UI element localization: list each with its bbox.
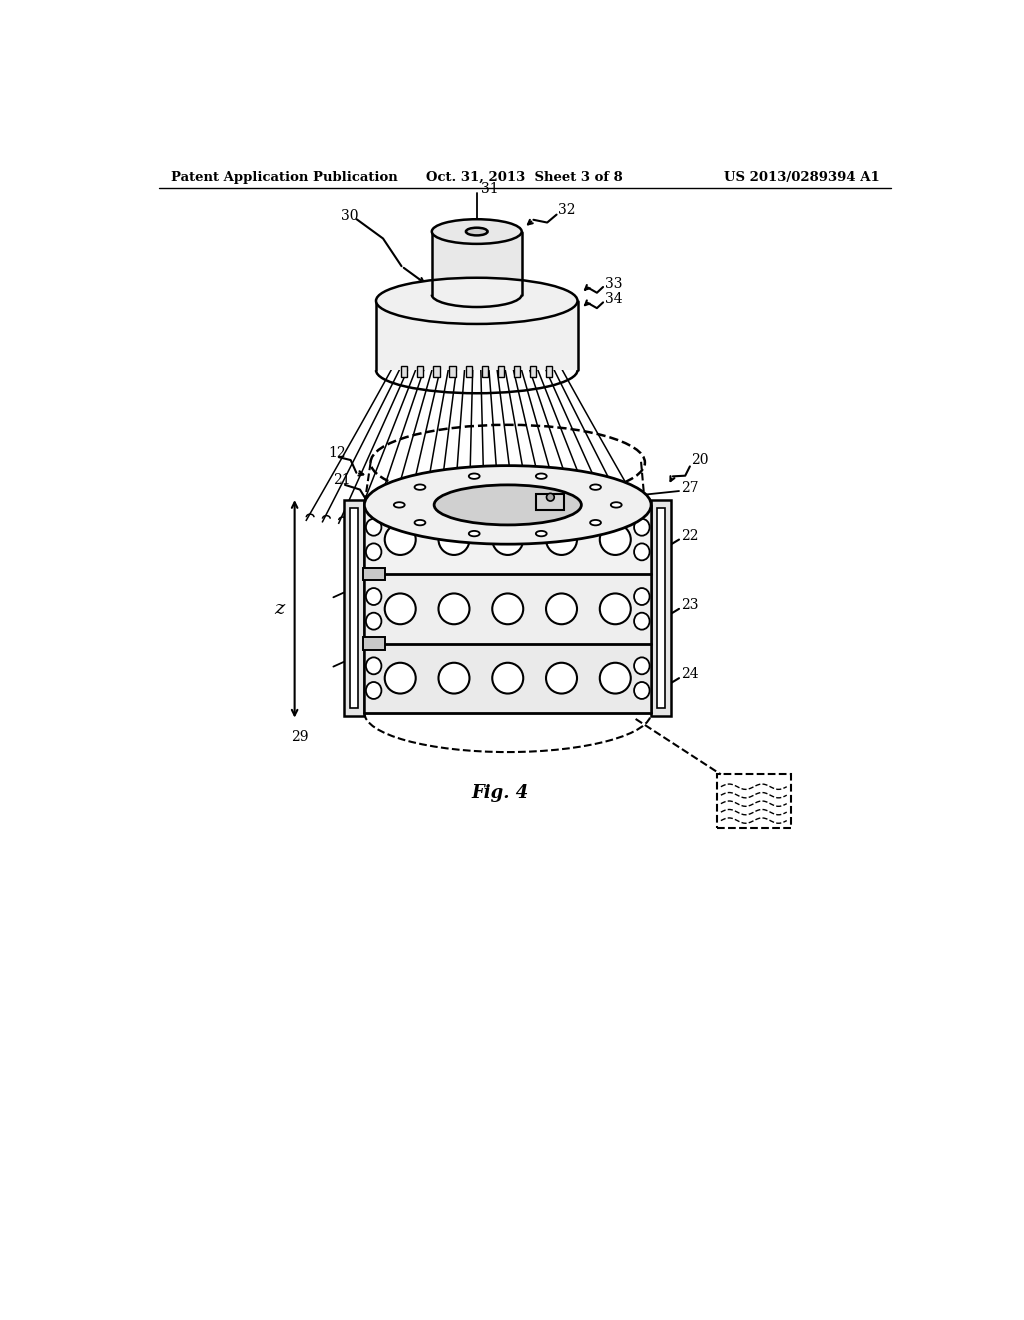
- Bar: [546, 367, 552, 378]
- Ellipse shape: [600, 524, 631, 554]
- Ellipse shape: [546, 663, 577, 693]
- Bar: [417, 367, 424, 378]
- Ellipse shape: [434, 484, 582, 525]
- Ellipse shape: [438, 524, 469, 554]
- Text: 34: 34: [604, 292, 623, 306]
- Bar: [498, 367, 504, 378]
- Text: 21: 21: [334, 474, 351, 487]
- Ellipse shape: [432, 219, 521, 244]
- Bar: [537, 494, 564, 510]
- Ellipse shape: [634, 519, 649, 536]
- Bar: [401, 367, 408, 378]
- Text: 14: 14: [539, 525, 556, 539]
- Bar: [481, 367, 487, 378]
- Ellipse shape: [385, 594, 416, 624]
- Ellipse shape: [415, 484, 425, 490]
- Ellipse shape: [385, 663, 416, 693]
- Ellipse shape: [546, 524, 577, 554]
- Ellipse shape: [366, 657, 381, 675]
- Bar: [657, 508, 665, 708]
- Ellipse shape: [366, 589, 381, 605]
- Ellipse shape: [469, 531, 479, 536]
- Ellipse shape: [385, 524, 416, 554]
- Bar: [376, 301, 578, 370]
- Ellipse shape: [438, 663, 469, 693]
- Bar: [651, 500, 672, 715]
- Text: Patent Application Publication: Patent Application Publication: [171, 172, 397, 185]
- Text: 12: 12: [328, 446, 345, 459]
- Text: 27: 27: [681, 480, 698, 495]
- Ellipse shape: [634, 544, 649, 561]
- Ellipse shape: [365, 466, 651, 544]
- Bar: [514, 367, 520, 378]
- Bar: [717, 775, 791, 829]
- Text: 31: 31: [480, 182, 499, 197]
- Text: 30: 30: [341, 209, 358, 223]
- Ellipse shape: [600, 663, 631, 693]
- Bar: [344, 500, 365, 715]
- Bar: [432, 231, 521, 294]
- Ellipse shape: [634, 682, 649, 700]
- Bar: [362, 568, 385, 581]
- Ellipse shape: [611, 502, 622, 508]
- Text: Fig. 2: Fig. 2: [464, 544, 521, 561]
- Text: Fig. 4: Fig. 4: [471, 784, 528, 801]
- Text: 29: 29: [291, 730, 308, 744]
- Text: US 2013/0289394 A1: US 2013/0289394 A1: [724, 172, 880, 185]
- Bar: [450, 367, 456, 378]
- Circle shape: [547, 494, 554, 502]
- Text: 33: 33: [604, 277, 623, 290]
- Text: 32: 32: [558, 203, 575, 216]
- Ellipse shape: [546, 594, 577, 624]
- Bar: [433, 367, 439, 378]
- Bar: [350, 508, 358, 708]
- Text: 20: 20: [691, 453, 709, 467]
- Ellipse shape: [493, 663, 523, 693]
- Ellipse shape: [366, 612, 381, 630]
- Ellipse shape: [590, 484, 601, 490]
- Ellipse shape: [600, 594, 631, 624]
- Ellipse shape: [634, 612, 649, 630]
- Text: 22: 22: [681, 529, 698, 543]
- Ellipse shape: [415, 520, 425, 525]
- Text: z: z: [274, 599, 285, 618]
- Ellipse shape: [590, 520, 601, 525]
- Ellipse shape: [536, 531, 547, 536]
- Ellipse shape: [469, 474, 479, 479]
- Ellipse shape: [366, 682, 381, 700]
- Ellipse shape: [493, 524, 523, 554]
- Bar: [365, 644, 651, 713]
- Ellipse shape: [466, 228, 487, 235]
- Ellipse shape: [634, 657, 649, 675]
- Bar: [362, 638, 385, 649]
- Ellipse shape: [366, 519, 381, 536]
- Ellipse shape: [394, 502, 404, 508]
- Text: Oct. 31, 2013  Sheet 3 of 8: Oct. 31, 2013 Sheet 3 of 8: [426, 172, 624, 185]
- Bar: [466, 367, 472, 378]
- Ellipse shape: [438, 594, 469, 624]
- Ellipse shape: [376, 277, 578, 323]
- Bar: [365, 574, 651, 644]
- Bar: [530, 367, 537, 378]
- Ellipse shape: [493, 594, 523, 624]
- Text: 23: 23: [681, 598, 698, 612]
- Ellipse shape: [634, 589, 649, 605]
- Ellipse shape: [366, 544, 381, 561]
- Ellipse shape: [536, 474, 547, 479]
- Bar: [365, 506, 651, 574]
- Text: 24: 24: [681, 668, 698, 681]
